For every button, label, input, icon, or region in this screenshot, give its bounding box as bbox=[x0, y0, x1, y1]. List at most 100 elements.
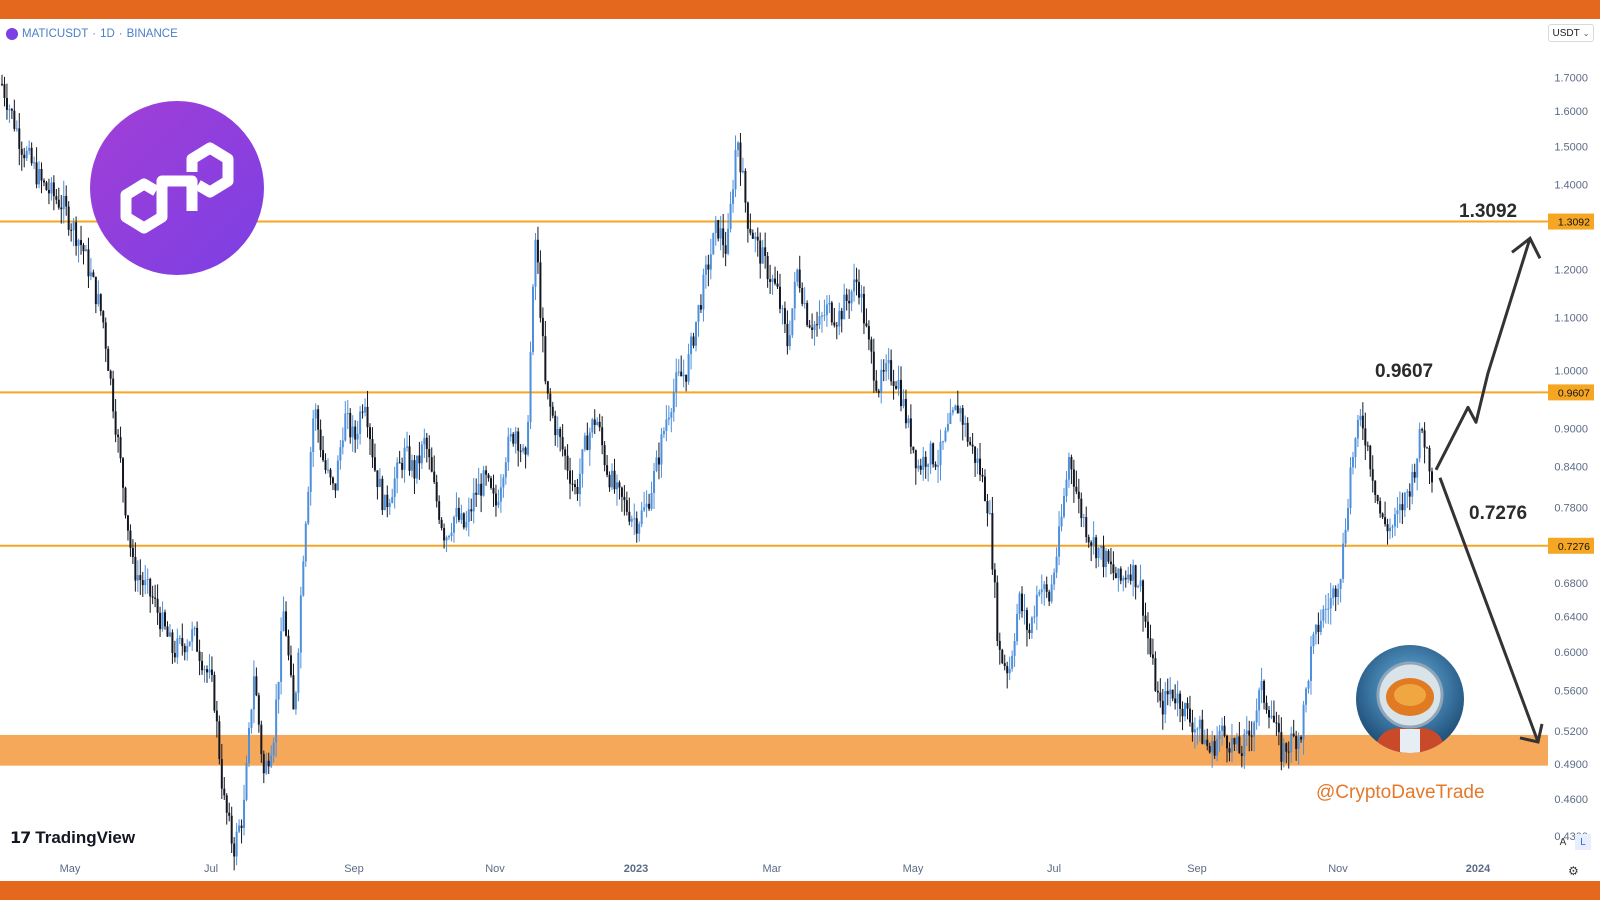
candle-body bbox=[1235, 736, 1238, 745]
candle-body bbox=[309, 451, 312, 492]
candle-body bbox=[892, 381, 895, 387]
candle-body bbox=[771, 278, 774, 282]
candle-body bbox=[319, 429, 322, 451]
candle-body bbox=[1139, 580, 1142, 587]
candle-body bbox=[1161, 700, 1164, 715]
candle-body bbox=[141, 580, 144, 586]
candle-body bbox=[420, 444, 423, 464]
candle-body bbox=[70, 229, 73, 231]
candle-body bbox=[1270, 715, 1273, 718]
candle-body bbox=[685, 374, 688, 382]
candle-body bbox=[902, 399, 905, 407]
candle-body bbox=[860, 293, 863, 298]
candle-body bbox=[561, 437, 564, 450]
price-tag-label: 1.3092 bbox=[1558, 217, 1590, 229]
candle-body bbox=[1267, 710, 1270, 718]
candle-body bbox=[80, 240, 83, 245]
candle-body bbox=[941, 441, 944, 443]
candle-body bbox=[927, 464, 930, 467]
candle-body bbox=[1324, 608, 1327, 610]
candle-body bbox=[1431, 471, 1433, 483]
candle-body bbox=[998, 640, 1001, 650]
candle-body bbox=[213, 675, 216, 711]
candle-body bbox=[1428, 447, 1431, 472]
candle-body bbox=[1050, 584, 1053, 602]
candle-body bbox=[430, 457, 433, 472]
log-scale-button[interactable]: L bbox=[1575, 834, 1591, 850]
x-tick-label: Jul bbox=[204, 863, 218, 875]
candle-body bbox=[1295, 735, 1298, 749]
candle-body bbox=[359, 411, 362, 434]
candle-body bbox=[1369, 445, 1372, 470]
candle-body bbox=[164, 612, 167, 627]
candle-body bbox=[1211, 741, 1214, 753]
x-tick-label: Sep bbox=[344, 863, 364, 875]
candle-body bbox=[961, 408, 964, 425]
y-tick-label: 0.8400 bbox=[1554, 461, 1588, 473]
polygon-logo-mark bbox=[90, 101, 264, 275]
candle-body bbox=[1003, 663, 1006, 667]
auto-scale-button[interactable]: A bbox=[1559, 836, 1567, 848]
candle-body bbox=[1030, 617, 1033, 634]
candle-body bbox=[596, 421, 599, 425]
currency-selector[interactable]: USDT ⌄ bbox=[1548, 24, 1594, 42]
candle-body bbox=[544, 336, 547, 382]
candle-body bbox=[867, 326, 870, 340]
candle-body bbox=[1280, 732, 1283, 762]
candle-body bbox=[586, 435, 589, 450]
candle-body bbox=[1040, 589, 1043, 593]
candle-body bbox=[1122, 577, 1125, 581]
candle-body bbox=[87, 249, 90, 277]
candle-body bbox=[233, 843, 236, 857]
candle-body bbox=[1342, 543, 1345, 579]
candle-body bbox=[1243, 734, 1246, 757]
candle-body bbox=[1253, 722, 1256, 737]
candle-body bbox=[102, 311, 105, 323]
candle-body bbox=[1218, 730, 1221, 739]
candle-body bbox=[932, 443, 935, 465]
level-label-high: 1.3092 bbox=[1459, 201, 1518, 222]
candle-body bbox=[529, 352, 532, 422]
candle-body bbox=[1337, 588, 1340, 598]
candle-body bbox=[793, 281, 796, 309]
candle-body bbox=[1188, 708, 1191, 723]
candle-body bbox=[159, 612, 162, 630]
candle-body bbox=[1038, 592, 1041, 595]
candle-body bbox=[1018, 593, 1021, 614]
candle-body bbox=[976, 458, 979, 463]
candle-body bbox=[30, 147, 33, 164]
candle-body bbox=[1245, 730, 1248, 735]
candle-body bbox=[126, 515, 129, 531]
candle-body bbox=[1102, 546, 1105, 568]
interval-label[interactable]: 1D bbox=[100, 28, 115, 40]
candle-body bbox=[314, 409, 317, 419]
candle-body bbox=[52, 182, 55, 197]
candle-body bbox=[391, 496, 394, 504]
candle-body bbox=[1213, 741, 1216, 756]
symbol-label[interactable]: MATICUSDT bbox=[22, 28, 89, 40]
candle-body bbox=[551, 406, 554, 416]
price-tag bbox=[1548, 213, 1594, 230]
candle-body bbox=[1307, 680, 1310, 689]
candle-body bbox=[1361, 415, 1364, 429]
candle-body bbox=[660, 434, 663, 465]
candle-body bbox=[1228, 748, 1231, 753]
candle-body bbox=[240, 825, 243, 828]
candle-body bbox=[645, 503, 648, 508]
candle-body bbox=[114, 411, 117, 435]
candle-body bbox=[1332, 588, 1335, 598]
candle-body bbox=[951, 410, 954, 413]
candle-body bbox=[828, 302, 831, 305]
candle-body bbox=[112, 378, 115, 412]
candle-body bbox=[783, 308, 786, 324]
candle-body bbox=[764, 247, 767, 256]
settings-gear-icon[interactable]: ⚙ bbox=[1568, 864, 1579, 878]
candle-body bbox=[65, 195, 68, 207]
candle-body bbox=[766, 255, 769, 280]
candle-body bbox=[1381, 513, 1384, 518]
support-zone bbox=[0, 734, 1548, 766]
candle-body bbox=[1144, 615, 1147, 622]
candle-body bbox=[349, 413, 352, 438]
candle-body bbox=[722, 228, 725, 246]
